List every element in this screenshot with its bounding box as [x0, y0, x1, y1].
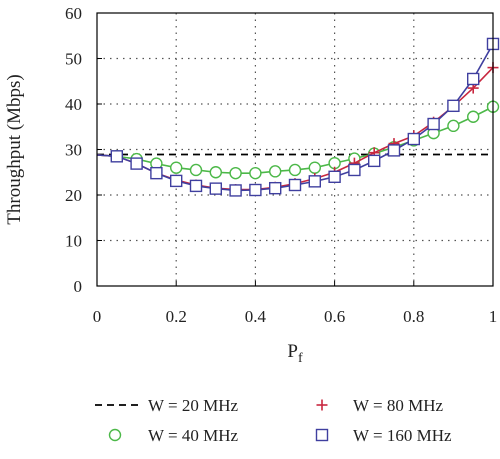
- series-layer: [96, 37, 500, 197]
- data-point-series-4: [447, 99, 460, 113]
- x-axis-title-main: P: [287, 341, 298, 362]
- data-point-series-2: [269, 165, 282, 178]
- legend-label: W = 40 MHz: [148, 426, 238, 445]
- data-point-series-2: [447, 119, 460, 133]
- y-tick-label: 10: [65, 232, 82, 251]
- data-point-series-2: [229, 166, 242, 180]
- data-point-series-4: [209, 182, 223, 195]
- legend-swatch: [316, 399, 328, 411]
- y-tick-label: 20: [65, 186, 82, 205]
- data-point-series-4: [169, 174, 183, 188]
- legend-item: W = 160 MHz: [315, 426, 452, 445]
- x-axis-title-subscript: f: [298, 351, 303, 366]
- data-point-series-4: [189, 179, 203, 193]
- x-tick-label: 0.4: [245, 307, 267, 326]
- legend-label: W = 20 MHz: [148, 396, 238, 415]
- x-tick-label: 0.6: [324, 307, 345, 326]
- y-tick-label: 50: [65, 50, 82, 69]
- legend-item: W = 40 MHz: [108, 426, 238, 445]
- y-tick-label: 60: [65, 4, 82, 23]
- data-point-series-4: [467, 72, 480, 86]
- y-tick-label: 30: [65, 141, 82, 160]
- legend-swatch: [315, 428, 329, 442]
- data-point-series-4: [249, 183, 262, 197]
- data-point-series-4: [269, 181, 282, 195]
- x-tick-label: 0.8: [403, 307, 424, 326]
- data-point-series-2: [288, 163, 302, 177]
- y-tick-label: 0: [74, 277, 83, 296]
- data-point-series-2: [169, 161, 183, 174]
- data-point-series-2: [249, 166, 262, 180]
- grid-lines: [97, 13, 493, 286]
- data-point-series-2: [467, 110, 480, 123]
- data-point-series-4: [407, 132, 420, 146]
- data-point-series-4: [229, 184, 242, 197]
- legend-swatch: [108, 428, 122, 442]
- data-point-series-4: [150, 166, 163, 180]
- data-point-series-4: [387, 144, 401, 157]
- legend-item: W = 80 MHz: [316, 396, 443, 415]
- data-point-series-4: [110, 150, 124, 163]
- legend-label: W = 80 MHz: [353, 396, 443, 415]
- data-point-series-4: [427, 117, 440, 131]
- legend-label: W = 160 MHz: [353, 426, 452, 445]
- data-point-series-4: [288, 178, 302, 192]
- y-axis-title: Throughput (Mbps): [4, 74, 25, 224]
- legend: W = 20 MHz W = 40 MHz W = 80 MHz W = 160 MH…: [95, 396, 452, 445]
- y-tick-label: 40: [65, 95, 82, 114]
- data-point-series-4: [328, 170, 341, 184]
- x-tick-label: 0: [93, 307, 102, 326]
- data-point-series-2: [209, 166, 223, 179]
- data-point-series-2: [189, 163, 203, 177]
- data-point-series-4: [308, 175, 321, 188]
- legend-item: W = 20 MHz: [95, 396, 238, 415]
- x-tick-label: 1: [489, 307, 498, 326]
- x-axis-title: Pf: [287, 341, 303, 366]
- data-point-series-4: [348, 163, 361, 177]
- data-point-series-4: [368, 154, 381, 168]
- x-tick-label: 0.2: [166, 307, 187, 326]
- data-point-series-4: [130, 157, 143, 170]
- data-point-series-2: [308, 161, 321, 174]
